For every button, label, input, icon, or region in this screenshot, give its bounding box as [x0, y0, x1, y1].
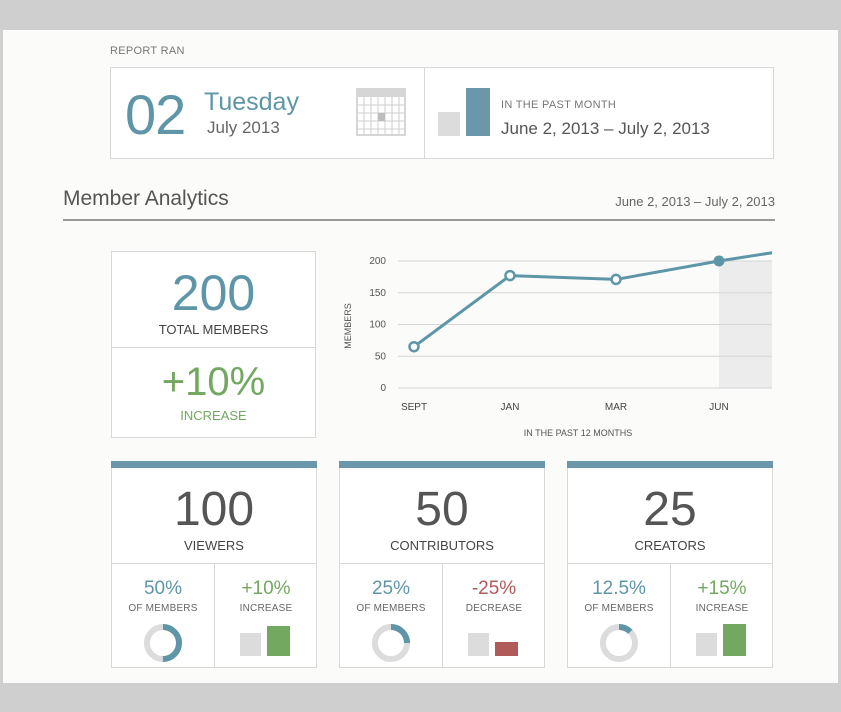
change-label: INCREASE — [239, 603, 293, 614]
change-panel: -25% DECREASE — [443, 564, 545, 667]
card-label: VIEWERS — [184, 538, 244, 553]
card-accent-bar — [339, 461, 545, 468]
divider — [568, 563, 772, 564]
data-point — [408, 340, 420, 353]
y-axis-label: MEMBERS — [343, 303, 353, 349]
share-panel: 25% OF MEMBERS — [340, 564, 442, 667]
x-axis-label: IN THE PAST 12 MONTHS — [524, 428, 633, 438]
section-date-range: June 2, 2013 – July 2, 2013 — [615, 194, 775, 209]
share-donut-icon — [600, 624, 638, 662]
card-accent-bar — [567, 461, 773, 468]
report-summary-panel: 02 Tuesday July 2013 IN THE PAST MONTH J… — [110, 67, 774, 159]
change-panel: +15% INCREASE — [671, 564, 773, 667]
card-value: 50 — [415, 483, 469, 536]
past-month-range: June 2, 2013 – July 2, 2013 — [501, 119, 710, 138]
share-panel: 12.5% OF MEMBERS — [568, 564, 670, 667]
share-value: 12.5% — [592, 578, 646, 599]
section-divider — [63, 219, 775, 221]
y-tick-label: 50 — [375, 351, 387, 362]
section-title: Member Analytics — [63, 187, 229, 210]
share-label: OF MEMBERS — [584, 603, 654, 614]
total-members-card: 200 TOTAL MEMBERS +10% INCREASE — [111, 251, 316, 438]
divider — [214, 564, 215, 667]
card-accent-bar — [111, 461, 317, 468]
total-members-value: 200 — [171, 265, 256, 321]
card-label: CONTRIBUTORS — [390, 538, 494, 553]
divider — [670, 564, 671, 667]
decrease-bars-icon — [468, 633, 518, 656]
total-change-label: INCREASE — [180, 408, 247, 423]
series-line — [413, 251, 773, 348]
report-day-name: Tuesday — [204, 88, 299, 116]
x-tick-label: MAR — [605, 402, 627, 413]
y-tick-label: 0 — [380, 383, 386, 394]
total-change-value: +10% — [161, 360, 266, 404]
viewers-card: 100 VIEWERS 50% OF MEMBERS +10% INCREASE — [111, 461, 317, 668]
report-month-year: July 2013 — [207, 118, 280, 137]
members-line-chart: 200 150 100 50 0 SEPT JAN MAR JUN MEMBERS IN THE P… — [343, 251, 773, 438]
card-value: 100 — [173, 483, 255, 536]
share-donut-icon — [144, 624, 182, 662]
share-value: 25% — [371, 578, 411, 599]
y-tick-label: 200 — [369, 256, 386, 267]
report-ran-label: REPORT RAN — [110, 45, 185, 57]
increase-bars-icon — [696, 624, 746, 656]
report-day-number: 02 — [125, 83, 186, 146]
share-label: OF MEMBERS — [356, 603, 426, 614]
share-value: 50% — [143, 578, 183, 599]
increase-bars-icon — [240, 626, 290, 656]
past-month-label: IN THE PAST MONTH — [501, 99, 617, 111]
divider — [340, 563, 544, 564]
calendar-icon — [356, 88, 406, 136]
change-value: -25% — [471, 578, 517, 599]
creators-card: 25 CREATORS 12.5% OF MEMBERS +15% INCREA… — [567, 461, 773, 668]
data-point — [610, 273, 622, 286]
divider — [424, 68, 425, 158]
card-value: 25 — [643, 483, 697, 536]
change-label: DECREASE — [465, 603, 523, 614]
share-donut-icon — [372, 624, 410, 662]
x-tick-label: SEPT — [401, 402, 427, 413]
total-members-label: TOTAL MEMBERS — [158, 322, 269, 337]
data-point — [713, 255, 725, 267]
share-label: OF MEMBERS — [128, 603, 198, 614]
x-tick-label: JAN — [501, 402, 520, 413]
change-panel: +10% INCREASE — [215, 564, 317, 667]
divider — [112, 563, 316, 564]
y-tick-label: 100 — [369, 320, 386, 331]
share-panel: 50% OF MEMBERS — [112, 564, 214, 667]
donut-fill — [600, 624, 638, 662]
donut-fill — [372, 624, 410, 662]
divider — [442, 564, 443, 667]
change-label: INCREASE — [695, 603, 749, 614]
x-tick-label: JUN — [709, 402, 728, 413]
donut-fill — [144, 624, 182, 662]
bar-compare-icon — [438, 88, 490, 136]
change-value: +10% — [241, 578, 291, 599]
contributors-card: 50 CONTRIBUTORS 25% OF MEMBERS -25% DECR… — [339, 461, 545, 668]
card-label: CREATORS — [634, 538, 706, 553]
y-tick-label: 150 — [369, 288, 386, 299]
data-point — [504, 269, 516, 282]
divider — [112, 347, 315, 348]
change-value: +15% — [697, 578, 747, 599]
